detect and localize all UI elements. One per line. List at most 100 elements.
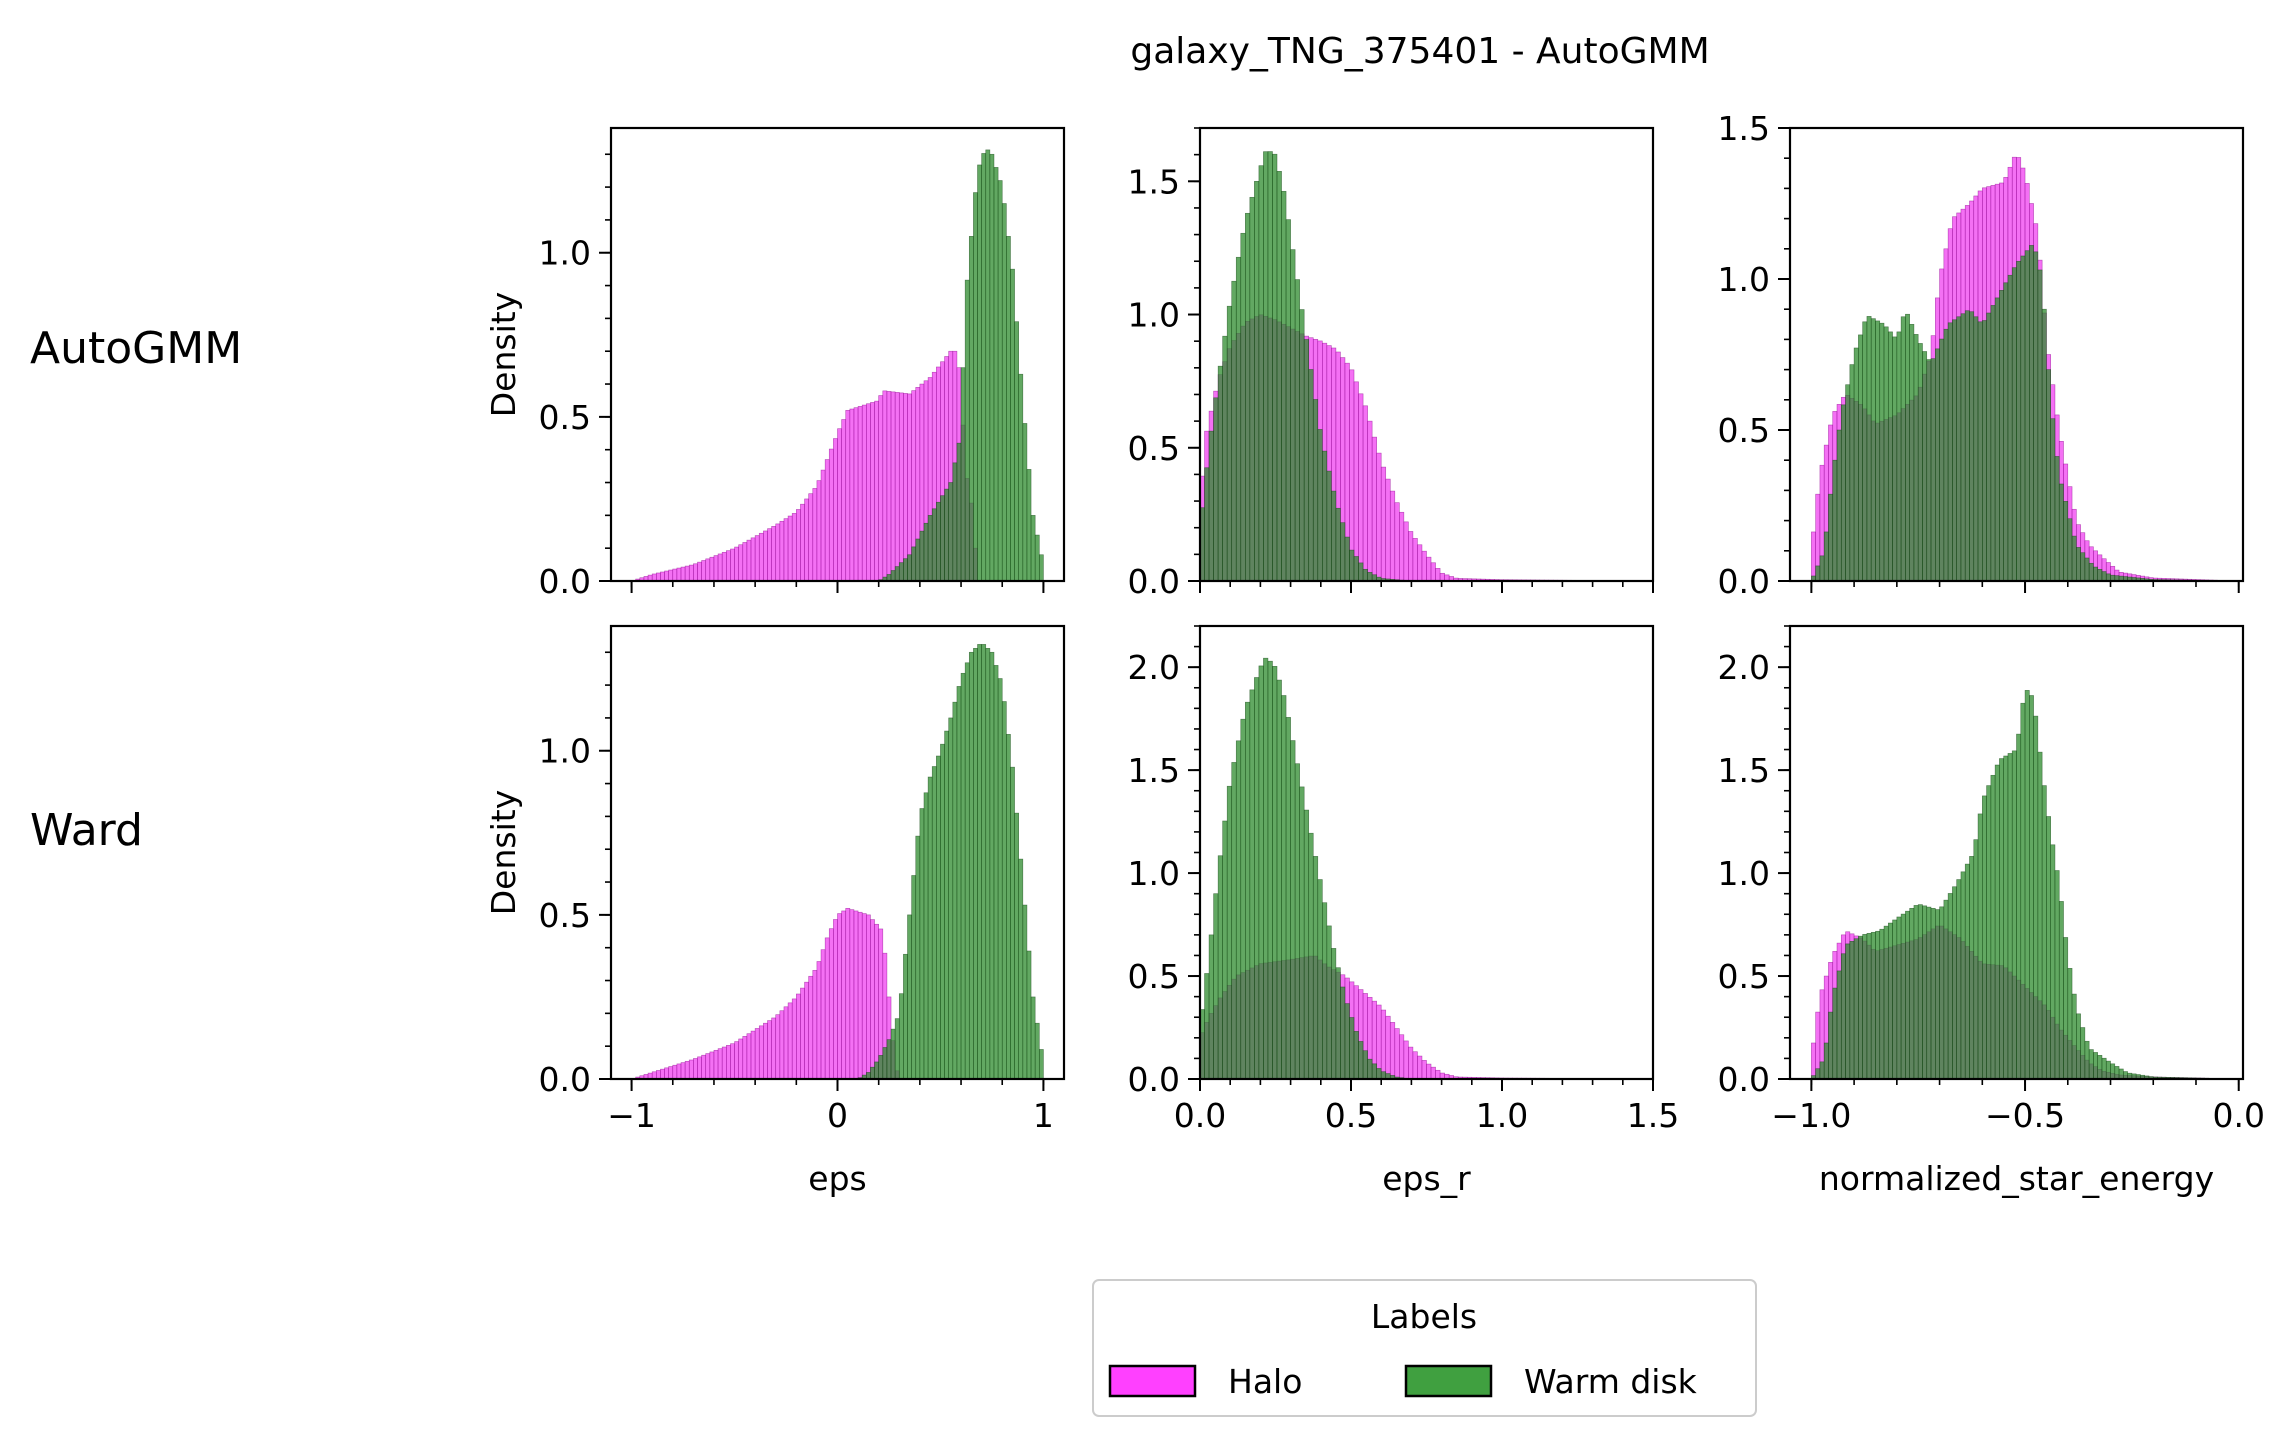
hist-bar (1849, 940, 1855, 1080)
hist-bar (1999, 290, 2004, 582)
hist-bar (1990, 774, 1996, 1080)
hist-bar (837, 913, 842, 1080)
hist-bar (1849, 364, 1855, 582)
hist-bar (890, 1028, 896, 1080)
hist-bar (1222, 820, 1228, 1080)
panel-autogmm-eps-r: 0.0 0.5 1.0 1.5 (1128, 126, 1655, 601)
hist-bar (1426, 556, 1432, 582)
hist-bar (1249, 689, 1255, 1080)
hist-bar (1367, 572, 1373, 582)
hist-bar (680, 1062, 686, 1080)
hist-bar (1973, 316, 1979, 582)
hist-bar (812, 970, 818, 1080)
hist-bar (1866, 933, 1872, 1080)
hist-bar (796, 993, 801, 1080)
hist-bar (2093, 1052, 2098, 1080)
hist-bar (779, 1010, 785, 1080)
hist-bar (1866, 316, 1872, 582)
hist-bar (763, 1022, 768, 1080)
hist-bar (1412, 538, 1418, 582)
hist-bar (730, 548, 735, 582)
hist-bar (1917, 343, 1923, 582)
hist-bar (1969, 311, 1975, 582)
hist-bar (936, 501, 941, 582)
hist-bar (2071, 535, 2077, 582)
hist-bar (1376, 1004, 1382, 1080)
hist-bar (808, 975, 814, 1080)
hist-bar (1836, 970, 1842, 1080)
hist-bar (2016, 733, 2022, 1080)
hist-bar (861, 404, 867, 582)
hist-bar (746, 1033, 752, 1080)
hist-bar (1006, 236, 1011, 582)
y-tick-label: 1.5 (1718, 109, 1770, 148)
hist-bar (874, 400, 879, 582)
hist-bar (960, 672, 966, 1080)
hist-bar (771, 1017, 777, 1080)
hist-bar (2054, 456, 2060, 582)
hist-bar (1322, 450, 1328, 582)
hist-bar (775, 1014, 781, 1080)
hist-bar (981, 153, 987, 582)
axes-frame (1198, 126, 1655, 583)
hist-bar (1815, 1068, 1821, 1080)
hist-bar (655, 572, 661, 582)
hist-bar (824, 937, 830, 1080)
y-axis-label: Density (484, 790, 523, 915)
hist-bar (1281, 695, 1287, 1080)
hist-bar (2029, 695, 2034, 1080)
hist-bar (684, 565, 690, 582)
y-tick-label: 1.0 (1128, 296, 1180, 335)
hist-bar (1823, 1042, 1829, 1080)
hist-bar (2123, 1071, 2128, 1080)
hist-bar (754, 1028, 760, 1080)
hist-bar (713, 1049, 719, 1080)
hist-bar (853, 910, 859, 1080)
legend-label-halo: Halo (1228, 1362, 1302, 1401)
x-tick-label: 1.0 (1476, 1096, 1528, 1135)
hist-bar (886, 391, 892, 582)
hist-bar (989, 651, 995, 1080)
y-tick-label: 2.0 (1718, 648, 1770, 687)
hist-bar (1939, 906, 1945, 1080)
hist-bar (845, 409, 851, 582)
hist-bar (1964, 310, 1970, 582)
series-warm-disk (1811, 245, 2231, 582)
hist-bar (894, 566, 900, 582)
hist-bar (903, 558, 908, 582)
hist-bar (2041, 308, 2047, 582)
hist-bar (1823, 531, 1829, 582)
hist-bar (1353, 381, 1359, 582)
hist-bar (1254, 180, 1260, 582)
hist-bar (734, 546, 739, 582)
hist-bar (1394, 502, 1400, 582)
x-tick-label: 0.0 (2212, 1096, 2264, 1135)
series-warm-disk (1199, 657, 1409, 1080)
hist-bar (1272, 666, 1278, 1080)
hist-bar (1344, 536, 1350, 582)
row-label-ward: Ward (30, 805, 143, 856)
hist-bar (1322, 902, 1328, 1080)
hist-bar (874, 923, 879, 1080)
hist-bar (1362, 405, 1368, 582)
hist-bar (1254, 677, 1260, 1080)
hist-bar (1267, 151, 1273, 582)
hist-bar (2024, 250, 2030, 582)
hist-bar (878, 1055, 884, 1080)
y-tick-label: 2.0 (1128, 648, 1180, 687)
hist-bar (2016, 260, 2022, 582)
y-axis-label: Density (484, 292, 523, 417)
hist-bar (1281, 190, 1287, 582)
hist-bar (705, 558, 711, 582)
hist-bar (688, 564, 694, 582)
hist-bar (985, 149, 991, 582)
hist-bar (1217, 365, 1223, 582)
hist-bar (717, 553, 723, 582)
hist-bar (1862, 934, 1868, 1080)
hist-bar (2063, 937, 2069, 1080)
legend-frame (1092, 1279, 1757, 1417)
hist-bar (919, 530, 925, 582)
legend: Labels Halo Warm disk (1092, 1279, 1757, 1417)
hist-bar (2097, 1055, 2103, 1080)
hist-bar (709, 556, 715, 582)
